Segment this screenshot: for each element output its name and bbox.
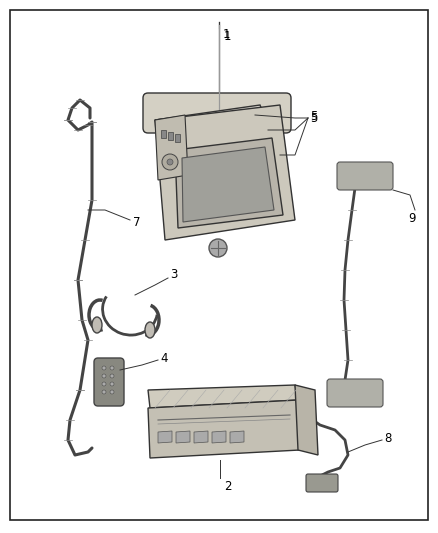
Polygon shape <box>212 431 226 443</box>
Polygon shape <box>175 138 283 228</box>
Text: 5: 5 <box>310 111 318 125</box>
Circle shape <box>167 159 173 165</box>
Polygon shape <box>148 400 300 458</box>
Bar <box>175 134 180 142</box>
Text: 5: 5 <box>310 109 318 123</box>
Polygon shape <box>182 147 274 222</box>
FancyBboxPatch shape <box>337 162 393 190</box>
Polygon shape <box>155 115 188 180</box>
Text: 9: 9 <box>408 212 416 225</box>
Circle shape <box>110 390 114 394</box>
Text: 2: 2 <box>224 480 232 493</box>
Polygon shape <box>158 431 172 443</box>
Circle shape <box>102 374 106 378</box>
Polygon shape <box>148 385 298 408</box>
Text: 1: 1 <box>224 30 232 43</box>
Circle shape <box>102 390 106 394</box>
Circle shape <box>110 382 114 386</box>
Text: 7: 7 <box>133 215 141 229</box>
Polygon shape <box>295 385 318 455</box>
Ellipse shape <box>145 322 155 338</box>
Circle shape <box>162 154 178 170</box>
Circle shape <box>102 366 106 370</box>
Ellipse shape <box>92 317 102 333</box>
Polygon shape <box>155 105 295 240</box>
Polygon shape <box>155 105 280 175</box>
FancyBboxPatch shape <box>327 379 383 407</box>
FancyBboxPatch shape <box>306 474 338 492</box>
Circle shape <box>110 374 114 378</box>
Bar <box>168 132 173 140</box>
Polygon shape <box>230 431 244 443</box>
Text: 8: 8 <box>384 432 392 445</box>
Polygon shape <box>176 431 190 443</box>
Circle shape <box>102 382 106 386</box>
Text: 3: 3 <box>170 269 177 281</box>
Bar <box>161 130 166 138</box>
Polygon shape <box>194 431 208 443</box>
Circle shape <box>209 239 227 257</box>
FancyBboxPatch shape <box>94 358 124 406</box>
Text: 1: 1 <box>223 28 230 41</box>
Text: 4: 4 <box>160 351 167 365</box>
FancyBboxPatch shape <box>143 93 291 133</box>
Circle shape <box>110 366 114 370</box>
